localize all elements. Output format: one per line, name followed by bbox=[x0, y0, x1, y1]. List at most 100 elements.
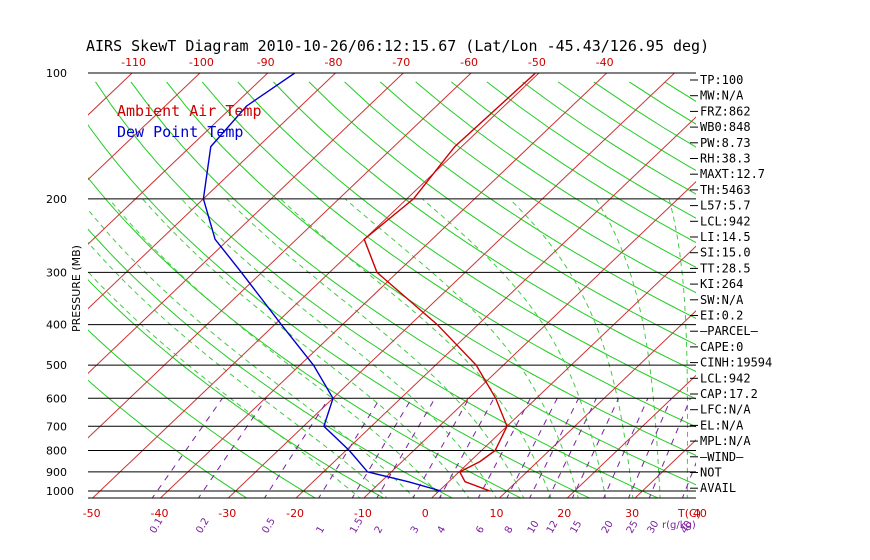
index-entry: FRZ:862 bbox=[700, 104, 751, 118]
moist-adiabat-line bbox=[344, 198, 579, 498]
moist-adiabat-line bbox=[88, 241, 388, 498]
chart-title: AIRS SkewT Diagram 2010-10-26/06:12:15.6… bbox=[86, 37, 709, 55]
moist-adiabat-line bbox=[108, 198, 443, 498]
mixing-ratio-line bbox=[438, 398, 495, 498]
index-entry: L57:5.7 bbox=[700, 199, 751, 213]
index-entry: SI:15.0 bbox=[700, 246, 751, 260]
mixing-ratio-line bbox=[351, 398, 413, 498]
dry-adiabat-line bbox=[344, 81, 696, 320]
dew-point-temp-line bbox=[202, 73, 442, 492]
bottom-temp-tick-label: 30 bbox=[625, 507, 639, 520]
moist-adiabat-line bbox=[668, 198, 688, 498]
temp-unit-label: T(C) bbox=[677, 507, 701, 520]
index-entry: SW:N/A bbox=[700, 293, 744, 307]
isotherm-line bbox=[634, 439, 696, 498]
top-temp-tick-label: -80 bbox=[325, 56, 343, 69]
mixing-ratio-line bbox=[412, 398, 470, 498]
mixing-ratio-label: 2 bbox=[373, 524, 386, 535]
mixing-ratio-label: 8 bbox=[503, 524, 516, 535]
pressure-tick-label: 100 bbox=[46, 67, 67, 80]
moist-adiabat-line bbox=[279, 198, 552, 498]
isotherm-line bbox=[88, 73, 472, 439]
bottom-temp-tick-label: -20 bbox=[286, 507, 304, 520]
dry-adiabat-line bbox=[308, 81, 696, 346]
isotherm-line bbox=[0, 64, 74, 500]
isotherm-line bbox=[88, 73, 337, 310]
mixing-ratio-label: 4 bbox=[436, 524, 449, 535]
index-entry: TP:100 bbox=[700, 73, 743, 87]
bottom-temp-tick-label: -50 bbox=[83, 507, 101, 520]
isotherm-line bbox=[91, 73, 540, 498]
dry-adiabat-line bbox=[88, 329, 317, 498]
index-entry: LCL:942 bbox=[700, 214, 751, 228]
pressure-tick-label: 600 bbox=[46, 392, 67, 405]
top-temp-tick-label: -100 bbox=[189, 56, 214, 69]
bottom-temp-tick-label: -40 bbox=[151, 507, 169, 520]
moist-adiabat-line bbox=[180, 198, 498, 498]
pressure-tick-label: 200 bbox=[46, 193, 67, 206]
isotherm-line bbox=[88, 73, 201, 181]
dry-adiabat-line bbox=[273, 81, 696, 373]
dry-adiabat-line bbox=[237, 81, 696, 400]
index-entry: CINH:19594 bbox=[700, 356, 772, 370]
dry-adiabat-line bbox=[88, 124, 591, 498]
mixing-ratio-label: 0.2 bbox=[194, 516, 211, 535]
isotherm-line bbox=[363, 180, 696, 498]
isotherm-line bbox=[88, 73, 269, 245]
moist-adiabat-line bbox=[142, 198, 470, 498]
legend-dew-point-temp: Dew Point Temp bbox=[117, 123, 243, 141]
index-entry: LFC:N/A bbox=[700, 403, 751, 417]
pressure-tick-label: 900 bbox=[46, 466, 67, 479]
index-entry: EL:N/A bbox=[700, 418, 744, 432]
index-entry: TT:28.5 bbox=[700, 261, 751, 275]
index-entry: LCL:942 bbox=[700, 371, 751, 385]
pressure-tick-label: 300 bbox=[46, 266, 67, 279]
mixing-ratio-label: 0.5 bbox=[260, 516, 277, 535]
isotherm-lines bbox=[0, 64, 696, 500]
index-entry: TH:5463 bbox=[700, 183, 751, 197]
pressure-tick-label: 700 bbox=[46, 420, 67, 433]
dry-adiabat-line bbox=[201, 81, 696, 428]
mixing-ratio-label: 1 bbox=[315, 524, 328, 535]
bottom-temp-tick-label: -10 bbox=[354, 507, 372, 520]
index-entry: AVAIL bbox=[700, 481, 736, 495]
sounding-profiles bbox=[202, 73, 536, 492]
index-entry: CAPE:0 bbox=[700, 340, 743, 354]
bottom-temp-tick-label: 0 bbox=[422, 507, 429, 520]
index-entry: KI:264 bbox=[700, 277, 743, 291]
mixing-ratio-line bbox=[376, 398, 436, 498]
bottom-temp-tick-label: -30 bbox=[218, 507, 236, 520]
y-axis-label: PRESSURE (MB) bbox=[70, 245, 83, 332]
bottom-temp-tick-label: 20 bbox=[557, 507, 571, 520]
dry-adiabat-line bbox=[664, 81, 696, 102]
mixing-ratio-line bbox=[197, 397, 267, 498]
pressure-tick-label: 800 bbox=[46, 444, 67, 457]
top-temp-tick-label: -40 bbox=[596, 56, 614, 69]
mixing-ratio-label: 10 bbox=[526, 519, 542, 536]
pressure-tick-label: 400 bbox=[46, 319, 67, 332]
mixing-ratio-line bbox=[151, 397, 223, 498]
top-temp-tick-label: -90 bbox=[257, 56, 275, 69]
mixing-ratio-label: 3 bbox=[409, 524, 422, 535]
moist-adiabat-lines bbox=[88, 198, 688, 498]
mixing-ratio-label: 30 bbox=[646, 519, 662, 536]
mixing-ratio-label: 6 bbox=[474, 524, 487, 535]
isotherm-line bbox=[0, 64, 6, 500]
legend-ambient-air-temp: Ambient Air Temp bbox=[117, 102, 262, 120]
isotherm-line bbox=[88, 73, 405, 374]
dry-adiabat-line bbox=[95, 81, 660, 498]
mixing-ratio-line bbox=[571, 398, 620, 498]
index-entry: MPL:N/A bbox=[700, 434, 751, 448]
mixing-ratio-label: 25 bbox=[625, 519, 641, 536]
index-entry: NOT bbox=[700, 466, 722, 480]
mixing-ratio-line bbox=[603, 398, 649, 498]
bottom-temp-tick-label: 10 bbox=[490, 507, 504, 520]
index-entry: WB0:848 bbox=[700, 120, 751, 134]
legend: Ambient Air Temp Dew Point Temp bbox=[117, 102, 262, 141]
isotherm-line bbox=[498, 310, 696, 498]
mixing-ratio-label: 15 bbox=[569, 519, 585, 536]
index-entry: MAXT:12.7 bbox=[700, 167, 765, 181]
index-entry: —WIND— bbox=[700, 450, 744, 464]
